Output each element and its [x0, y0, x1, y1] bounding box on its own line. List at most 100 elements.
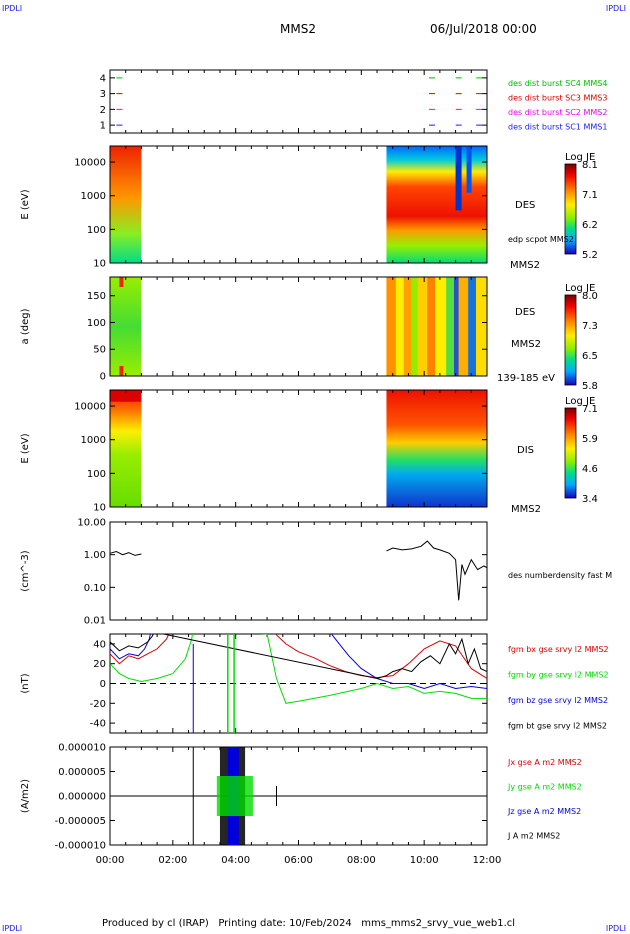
colorbar-tick-label: 4.6 [582, 464, 598, 475]
legend-entry: des dist burst SC3 MMS3 [508, 94, 607, 103]
spectrogram-stripe [466, 146, 472, 193]
spectrogram-stripe [395, 277, 404, 376]
colorbar-tick-label: 5.8 [582, 381, 598, 392]
spectrogram-stripe [454, 277, 459, 376]
legend-entry: des dist burst SC4 MMS4 [508, 79, 607, 88]
y-tick-label: 1000 [81, 435, 106, 446]
y-tick-label: 0 [100, 679, 106, 690]
y-tick-label: 10 [93, 503, 106, 514]
y-tick-label: 0.000010 [58, 743, 106, 754]
legend-entry: Jy gse A m2 MMS2 [507, 783, 582, 792]
spectrogram-stripe [435, 277, 447, 376]
panel-right-label: DES [515, 307, 535, 318]
legend-entry: Jz gse A m2 MMS2 [507, 807, 581, 816]
legend-entry: fgm bx gse srvy l2 MMS2 [508, 645, 609, 654]
spectrogram-block [110, 277, 142, 376]
colorbar-tick-label: 8.1 [582, 160, 598, 171]
y-tick-label: -40 [90, 719, 106, 730]
spectrogram-stripe [403, 277, 412, 376]
field-line [110, 634, 487, 690]
y-tick-label: 100 [87, 225, 106, 236]
colorbar-title: Log JE [565, 283, 595, 294]
colorbar-title: Log JE [565, 152, 595, 163]
colorbar-tick-label: 6.5 [582, 351, 598, 362]
spectrogram-stripe [427, 277, 436, 376]
y-tick-label: 3 [100, 89, 106, 100]
spectrogram-block [386, 146, 487, 263]
colorbar-tick-label: 3.4 [582, 494, 598, 505]
colorbar [564, 294, 577, 386]
panel-frame [109, 521, 488, 621]
panel-right-label: MMS2 [511, 504, 541, 515]
spectrogram-stripe [386, 277, 396, 376]
panel-right-label: MMS2 [510, 260, 540, 271]
density-line [386, 540, 488, 601]
colorbar-tick-label: 6.2 [582, 220, 598, 231]
panel-right-label: DIS [517, 445, 534, 456]
y-tick-label: 1.00 [84, 550, 106, 561]
colorbar-tick-label: 7.1 [582, 190, 598, 201]
spectrogram-stripe [458, 277, 469, 376]
spectrogram-stripe [110, 390, 142, 402]
y-tick-label: 150 [87, 291, 106, 302]
overlay-label: edp scpot MMS2 [508, 235, 574, 244]
current-burst [216, 776, 253, 816]
legend-entry: des dist burst SC1 MMS1 [508, 123, 607, 132]
y-tick-label: 1 [100, 121, 106, 132]
y-tick-label: 0 [100, 372, 106, 383]
legend-entry: des dist burst SC2 MMS2 [508, 108, 607, 117]
y-tick-label: 2 [100, 105, 106, 116]
y-tick-label: 100 [87, 318, 106, 329]
y-tick-label: 0.000000 [58, 792, 106, 803]
colorbar [564, 163, 577, 255]
y-tick-label: 0.000005 [58, 767, 106, 778]
y-axis-label: (A/m2) [20, 779, 31, 813]
legend-entry: fgm bt gse srvy l2 MMS2 [508, 722, 607, 731]
x-tick-label: 04:00 [221, 855, 250, 866]
legend-entry: fgm by gse srvy l2 MMS2 [508, 671, 609, 680]
spectrogram-stripe [446, 277, 455, 376]
y-tick-label: 10.00 [77, 518, 106, 529]
field-lines [110, 634, 487, 733]
colorbar-tick-label: 5.2 [582, 250, 598, 261]
spectrogram-stripe [417, 277, 428, 376]
x-tick-label: 02:00 [158, 855, 187, 866]
y-tick-label: 4 [100, 73, 106, 84]
density-line [109, 550, 142, 556]
colorbar-tick-label: 7.1 [582, 404, 598, 415]
y-tick-label: -0.000005 [55, 816, 106, 827]
field-line [110, 634, 487, 680]
spectrogram-block [110, 390, 142, 507]
x-tick-label: 08:00 [347, 855, 376, 866]
y-tick-label: 100 [87, 469, 106, 480]
y-tick-label: 20 [93, 659, 106, 670]
legend-entry: J A m2 MMS2 [507, 832, 560, 841]
colorbar-tick-label: 5.9 [582, 434, 598, 445]
spectrogram-block [110, 146, 142, 263]
y-tick-label: -20 [90, 699, 106, 710]
spectrogram-block [386, 390, 487, 507]
y-axis-label: E (eV) [20, 189, 31, 219]
y-tick-label: -0.000010 [55, 841, 106, 852]
colorbar-title: Log JE [565, 396, 595, 407]
spectrogram-stripe [119, 366, 124, 376]
panel-right-label: MMS2 [511, 339, 541, 350]
y-tick-label: 10 [93, 259, 106, 270]
y-tick-label: 0.10 [84, 583, 106, 594]
field-line [110, 634, 487, 704]
spectrogram-stripe [455, 146, 462, 211]
x-tick-label: 10:00 [410, 855, 439, 866]
panel-frame [109, 69, 488, 134]
x-tick-label: 06:00 [284, 855, 313, 866]
colorbar-tick-label: 7.3 [582, 321, 598, 332]
y-tick-label: 40 [93, 639, 106, 650]
x-tick-label: 00:00 [96, 855, 125, 866]
spectrogram-stripe [468, 277, 477, 376]
colorbar [564, 407, 577, 499]
y-tick-label: 10000 [74, 402, 106, 413]
y-tick-label: 10000 [74, 158, 106, 169]
legend-entry: fgm bz gse srvy l2 MMS2 [508, 696, 608, 705]
y-axis-label: (nT) [20, 673, 31, 693]
y-axis-label: (cm^-3) [20, 550, 31, 591]
